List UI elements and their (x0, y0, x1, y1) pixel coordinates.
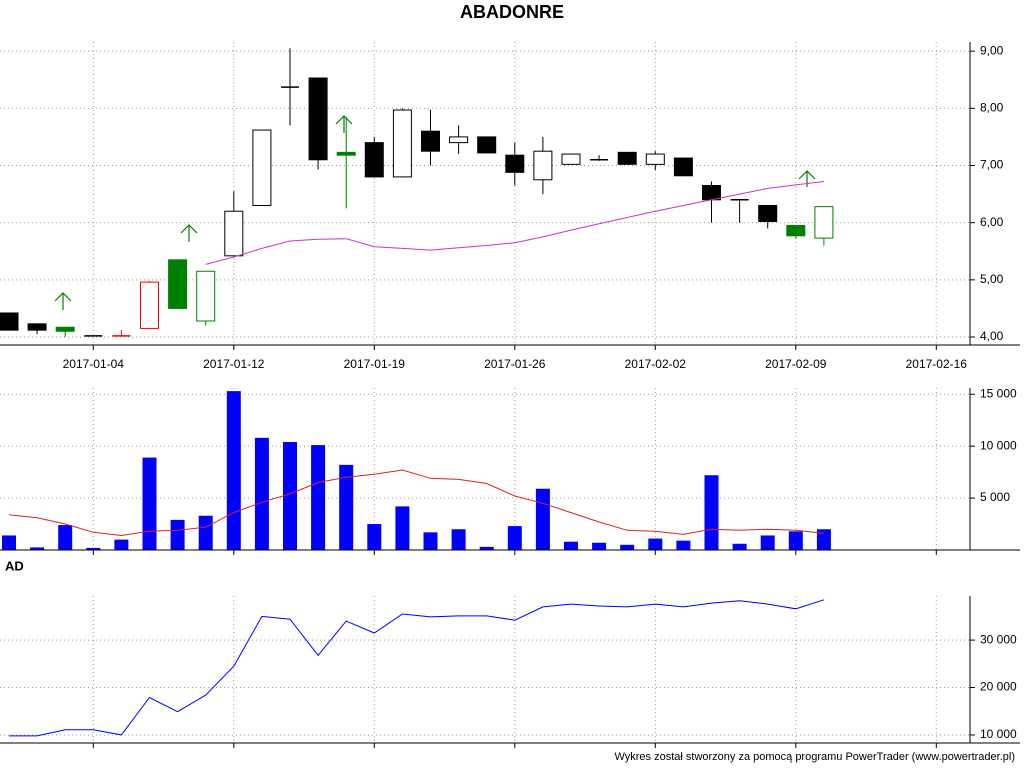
volume-bar (535, 488, 550, 550)
volume-bar (732, 543, 747, 550)
y-tick-label: 10 000 (980, 438, 1017, 452)
candle-body (702, 184, 721, 201)
volume-bar (760, 535, 775, 550)
volume-bar (648, 538, 663, 550)
signal-arrow (798, 170, 816, 187)
volume-bar (254, 437, 269, 550)
volume-bar (676, 540, 691, 550)
volume-bar (86, 547, 101, 550)
candle-body (55, 326, 75, 332)
footer: Wykres został stworzony za pomocą progra… (614, 751, 1015, 763)
candle-body (449, 136, 469, 144)
y-tick-label: 20 000 (980, 680, 1017, 694)
signal-arrows (54, 115, 816, 310)
volume-bar (226, 391, 241, 550)
volume-bar (620, 544, 635, 550)
volume-bar (564, 541, 578, 550)
y-tick-label: 10 000 (980, 727, 1017, 741)
ad-line (9, 599, 825, 737)
x-tick-label: 2017-01-26 (484, 357, 546, 371)
x-tick-label: 2017-02-02 (625, 357, 687, 371)
y-tick-label: 15 000 (980, 386, 1017, 400)
signal-arrow (335, 115, 353, 133)
candle-body (561, 153, 581, 165)
signal-arrow (180, 224, 198, 242)
candle-body (533, 150, 553, 181)
x-tick-label: 2017-02-09 (765, 357, 827, 371)
volume-bar (816, 529, 831, 550)
candle-body (758, 205, 778, 223)
volume-bar (451, 529, 466, 550)
volume-average (8, 469, 824, 537)
panel-title: AD (5, 558, 24, 573)
candle-body (645, 153, 665, 165)
volume-bar (283, 442, 297, 550)
x-tick-label: 2017-01-19 (344, 357, 406, 371)
x-tick-label: 2017-02-16 (906, 357, 968, 371)
candle-body (168, 259, 188, 309)
volume-bar (367, 524, 382, 550)
volume-bar (198, 515, 213, 550)
y-tick-label: 5 000 (980, 490, 1010, 504)
y-tick-label: 7,00 (980, 158, 1004, 172)
candle-body (505, 154, 525, 173)
volume-bar (507, 526, 522, 550)
candle-body (392, 109, 412, 178)
volume-bar (423, 532, 438, 550)
x-tick-label: 2017-01-04 (63, 357, 125, 371)
candle-body (252, 129, 272, 207)
volume-bar (788, 531, 803, 550)
candle-body (421, 130, 440, 152)
volume-bar (30, 547, 45, 550)
candle-body (786, 225, 806, 237)
candle-body (364, 142, 384, 178)
candle-body (814, 206, 834, 239)
candle-body (336, 151, 356, 156)
volume-bar (311, 445, 326, 550)
candle-body (224, 210, 244, 257)
signal-arrow (54, 292, 72, 310)
volume-bar (142, 457, 157, 550)
x-tick-label: 2017-01-12 (203, 357, 265, 371)
y-tick-label: 8,00 (980, 100, 1004, 114)
volume-bar (339, 464, 354, 550)
y-tick-label: 6,00 (980, 215, 1004, 229)
moving-average (205, 181, 824, 265)
y-tick-label: 30 000 (980, 632, 1017, 646)
volume-bar (395, 506, 410, 550)
candle-body (0, 312, 19, 331)
candle-body (27, 323, 47, 331)
volume-bar (58, 525, 73, 550)
candle-body (140, 281, 159, 329)
volume-bar (704, 475, 719, 550)
chart-title: ABADONRE (460, 2, 564, 22)
y-tick-label: 5,00 (980, 272, 1004, 286)
candle-body (477, 136, 497, 154)
volume-bar (2, 535, 16, 550)
volume-bar (170, 519, 185, 550)
volume-bar (479, 546, 494, 550)
candle-body (617, 151, 637, 165)
volume-bar (114, 539, 129, 550)
candle-body (196, 270, 216, 322)
y-tick-label: 9,00 (980, 43, 1004, 57)
volume-bar (592, 542, 607, 550)
y-tick-label: 4,00 (980, 329, 1004, 343)
candle-body (308, 77, 328, 161)
candle-body (673, 157, 693, 177)
